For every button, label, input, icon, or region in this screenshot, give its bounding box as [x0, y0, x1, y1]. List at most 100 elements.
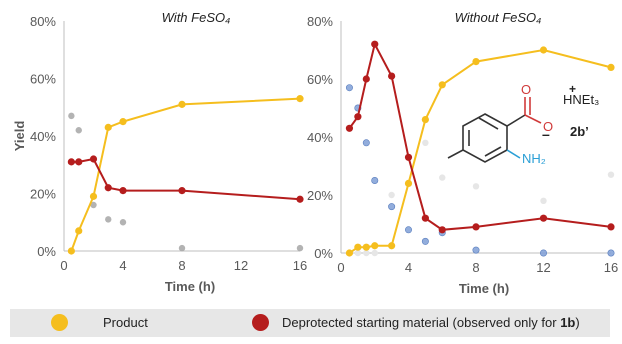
scatter-point — [105, 216, 112, 223]
legend-product-marker — [51, 314, 68, 331]
product-point — [75, 227, 83, 235]
product-point — [354, 243, 362, 251]
scatter-point — [363, 249, 370, 257]
deprotected-point — [472, 223, 480, 231]
scatter-point — [345, 84, 353, 92]
product-point — [539, 46, 548, 54]
x-tick-label: 12 — [536, 260, 550, 275]
chart-with-feso4: 0% 20% 40% 60% 80% 0 4 8 12 16 Time (h) Yield With F… — [12, 10, 307, 294]
deprotected-point — [362, 75, 370, 83]
cation-label: HNEt₃ — [563, 92, 599, 107]
product-series-line — [70, 97, 301, 252]
product-point — [119, 118, 127, 126]
scatter-point — [354, 249, 362, 257]
scatter-point — [371, 177, 379, 185]
y-tick-label: 40% — [307, 130, 333, 145]
product-point — [104, 123, 112, 131]
product-point — [89, 192, 98, 200]
x-tick-label: 0 — [337, 260, 344, 275]
scatter-point — [539, 249, 547, 257]
deprotected-point — [345, 124, 354, 132]
deprotected-point — [438, 226, 446, 234]
legend-product-label: Product — [103, 315, 148, 330]
deprotected-point — [371, 40, 379, 48]
scatter-point — [607, 249, 615, 257]
amine-bond — [506, 149, 521, 159]
legend-deprotected-label: Deprotected starting material (observed … — [282, 315, 580, 330]
scatter-point — [178, 244, 186, 252]
product-point — [607, 63, 615, 71]
deprotected-point — [75, 158, 83, 166]
x-tick-label: 16 — [293, 258, 307, 273]
product-point — [438, 81, 446, 89]
product-point — [371, 242, 379, 250]
chart-title: With FeSO₄ — [162, 10, 231, 25]
scatter-point — [90, 201, 97, 209]
deprotected-point — [421, 214, 429, 222]
deprotected-point — [67, 158, 75, 166]
x-tick-label: 8 — [178, 258, 185, 273]
compound-label: 2b’ — [570, 124, 589, 139]
x-tick-label: 16 — [604, 260, 618, 275]
scatter-point — [75, 127, 82, 134]
product-point — [362, 243, 370, 251]
y-tick-label: 0% — [37, 244, 56, 259]
positive-charge: + — [569, 82, 576, 96]
scatter-point — [439, 174, 446, 181]
product-point — [421, 116, 429, 124]
scatter-point — [472, 183, 480, 190]
y-tick-label: 80% — [30, 14, 56, 29]
chart-without-feso4: 0% 20% 40% 60% 80% 0 4 8 12 16 Time (h) Without FeS… — [307, 10, 618, 296]
scatter-point — [68, 112, 75, 120]
legend: Product Deprotected starting material (o… — [10, 309, 610, 337]
product-point — [67, 247, 75, 255]
scatter-point — [607, 171, 615, 178]
chart-title: Without FeSO₄ — [455, 10, 542, 25]
carboxylate-bond — [524, 114, 542, 124]
y-tick-label: 80% — [307, 14, 333, 29]
scatter-point — [388, 191, 395, 199]
y-tick-label: 20% — [307, 188, 333, 203]
scatter-point — [119, 219, 127, 226]
deprotected-point — [296, 195, 304, 203]
legend-deprotected-bold: 1b — [560, 315, 576, 330]
product-point — [178, 100, 186, 108]
deprotected-point — [354, 113, 362, 121]
scatter-point — [404, 226, 412, 234]
product-point — [404, 179, 413, 187]
legend-deprotected-suffix: ) — [575, 315, 580, 330]
x-tick-label: 8 — [472, 260, 479, 275]
y-tick-label: 60% — [30, 72, 56, 87]
ring-double-bond — [478, 117, 499, 130]
scatter-point — [422, 139, 429, 146]
methyl-bond — [447, 149, 464, 159]
deprotected-point — [388, 72, 396, 80]
x-tick-label: 0 — [60, 258, 67, 273]
product-point — [296, 95, 304, 103]
negative-charge: – — [542, 126, 550, 142]
x-axis-label: Time (h) — [165, 279, 215, 294]
deprotected-point — [119, 187, 127, 195]
deprotected-series-line — [71, 157, 301, 201]
y-tick-label: 40% — [30, 129, 56, 144]
scatter-point — [371, 249, 378, 257]
deprotected-point — [607, 223, 615, 231]
scatter-point — [472, 246, 480, 254]
scatter-point — [421, 237, 429, 245]
structure-2b — [447, 97, 542, 163]
legend-deprotected-marker — [252, 314, 269, 331]
deprotected-point — [104, 184, 112, 192]
oxygen-top-label: O — [521, 82, 531, 97]
deprotected-point — [539, 214, 548, 222]
x-axis-label: Time (h) — [459, 281, 509, 296]
y-tick-label: 60% — [307, 72, 333, 87]
deprotected-point — [404, 153, 413, 161]
deprotected-point — [178, 187, 186, 195]
scatter-point — [540, 197, 547, 204]
carboxyl-bond — [506, 114, 526, 127]
product-point — [472, 58, 480, 66]
scatter-point — [296, 244, 304, 252]
ring-double-bond — [484, 146, 502, 157]
legend-deprotected-prefix: Deprotected starting material (observed … — [282, 315, 561, 330]
